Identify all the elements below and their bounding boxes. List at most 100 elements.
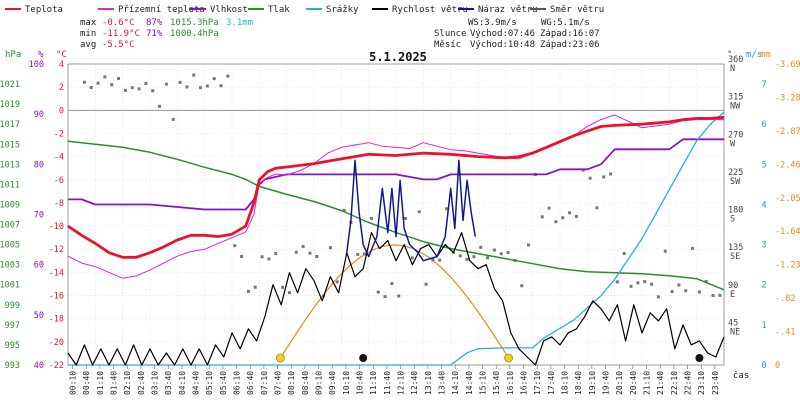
tick-rain: -1.23 (775, 261, 800, 271)
tick-temperature: -14 (49, 268, 64, 278)
wind-direction-point (527, 243, 531, 247)
tick-pressure: 995 (5, 341, 20, 351)
wind-direction-point (226, 74, 230, 78)
tick-rain: -.82 (775, 294, 795, 304)
wind-direction-point (445, 207, 449, 211)
x-tick-label: 05:10 (205, 371, 214, 395)
wind-direction-point (315, 255, 319, 259)
wind-direction-point (82, 80, 86, 84)
x-tick-label: 07:10 (260, 371, 269, 395)
tick-humidity: 100 (29, 60, 44, 70)
tick-temperature: -8 (54, 199, 64, 209)
x-tick-label: 05:40 (219, 371, 228, 395)
wind-direction-point (711, 294, 715, 298)
wind-direction-point (123, 88, 127, 92)
sun-marker (275, 353, 285, 363)
x-tick-label: 07:40 (274, 371, 283, 395)
tick-pressure: 1001 (0, 281, 20, 291)
x-tick-label: 09:10 (315, 371, 324, 395)
axis-title-degc: °C (56, 50, 67, 60)
wind-direction-point (335, 280, 339, 284)
tick-temperature: 2 (59, 83, 64, 93)
tick-wind-direction: 45 (728, 318, 738, 328)
x-tick-label: 16:40 (520, 371, 529, 395)
tick-rain: -.41 (775, 328, 795, 338)
stat-min-label: min (80, 29, 96, 39)
stat-max-rain: 3.1mm (226, 18, 253, 28)
x-tick-label: 06:10 (233, 371, 242, 395)
wind-direction-point (301, 244, 305, 248)
x-tick-label: 08:10 (287, 371, 296, 395)
tick-temperature: 0 (59, 106, 64, 116)
wind-direction-point (404, 216, 408, 220)
x-tick-label: 00:10 (69, 371, 78, 395)
tick-wind-speed: 2 (761, 281, 766, 291)
legend: Teplota Přízemní teplota Vlhkost Tlak Srážky… (5, 5, 604, 15)
x-tick-label: 03:10 (151, 371, 160, 395)
tick-wind-speed: 7 (761, 80, 766, 90)
x-tick-label: 02:40 (137, 371, 146, 395)
tick-wind-direction-name: N (730, 64, 735, 74)
tick-pressure: 1017 (0, 120, 20, 130)
legend-label: Rychlost větru (392, 5, 468, 15)
wind-direction-point (697, 290, 701, 294)
tick-pressure: 1005 (0, 241, 20, 251)
legend-label: Srážky (326, 5, 359, 15)
wind-direction-point (103, 75, 107, 79)
x-tick-label: 20:40 (629, 371, 638, 395)
wind-direction-point (164, 82, 168, 86)
stat-ws: WS:3.9m/s (468, 18, 517, 28)
x-axis-ticks: 00:10 00:40 01:10 01:40 02:10 02:40 03:10 03:40… (69, 365, 720, 395)
tick-pressure: 1011 (0, 180, 20, 190)
wind-direction-point (506, 250, 510, 254)
plot-area (67, 73, 725, 366)
wind-direction-point (602, 175, 606, 179)
tick-wind-direction: 90 (728, 281, 738, 291)
moon-marker (695, 354, 704, 362)
x-tick-label: 10:10 (342, 371, 351, 395)
wind-direction-point (356, 253, 360, 257)
tick-wind-direction: 180 (728, 206, 743, 216)
series-wind-gust (346, 159, 477, 262)
tick-wind-speed: 1 (761, 321, 766, 331)
tick-temperature: -20 (49, 338, 64, 348)
stat-min-hum: 71% (146, 29, 163, 39)
wind-direction-point (472, 255, 476, 259)
stat-min-temp: -11.9°C (102, 29, 140, 39)
tick-wind-direction-name: S (730, 215, 735, 225)
x-tick-label: 23:10 (697, 371, 706, 395)
wind-direction-point (431, 258, 435, 262)
wind-direction-point (568, 211, 572, 215)
series-rain (68, 111, 725, 366)
wind-direction-point (492, 248, 496, 252)
x-tick-label: 15:40 (492, 371, 501, 395)
wind-direction-point (397, 294, 401, 298)
tick-humidity: 60 (34, 261, 44, 271)
wind-direction-point (595, 206, 599, 210)
wind-direction-point (547, 206, 551, 210)
wind-direction-point (410, 256, 414, 260)
tick-pressure: 1007 (0, 221, 20, 231)
wind-direction-point (656, 295, 660, 299)
tick-rain: 0 (775, 361, 780, 371)
x-tick-label: 17:10 (533, 371, 542, 395)
stat-wg: WG:5.1m/s (541, 18, 590, 28)
moon-set: Západ:23:06 (540, 40, 600, 50)
tick-humidity: 70 (34, 211, 44, 221)
wind-direction-point (117, 77, 121, 81)
wind-direction-point (219, 84, 223, 88)
tick-wind-speed: 6 (761, 120, 766, 130)
wind-direction-point (96, 81, 100, 85)
wind-direction-point (622, 252, 626, 256)
tick-wind-direction-name: SW (730, 177, 741, 187)
wind-direction-point (650, 282, 654, 286)
wind-direction-point (479, 245, 483, 249)
x-tick-label: 15:10 (479, 371, 488, 395)
wind-direction-point (130, 86, 134, 90)
series-pressure (67, 140, 725, 291)
tick-temperature: -10 (49, 222, 64, 232)
tick-temperature: -22 (49, 361, 64, 371)
sun-label: Slunce (434, 29, 467, 39)
axis-title-ms: m/s (746, 50, 762, 60)
tick-pressure: 993 (5, 361, 20, 371)
